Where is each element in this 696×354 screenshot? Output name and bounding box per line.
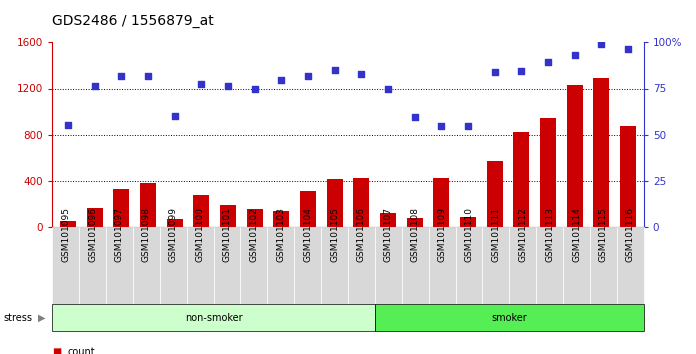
Point	[276, 78, 287, 83]
Text: non-smoker: non-smoker	[184, 313, 242, 323]
Text: count: count	[68, 347, 95, 354]
Bar	[247, 209, 262, 227]
Text: GSM101095: GSM101095	[61, 207, 70, 262]
Point	[489, 70, 500, 75]
Point	[329, 67, 340, 73]
Bar	[193, 195, 209, 227]
Bar	[460, 217, 476, 227]
Point	[249, 86, 260, 91]
Text: ▶: ▶	[38, 313, 45, 323]
Point	[223, 84, 234, 89]
Point	[303, 73, 314, 79]
Bar	[406, 218, 422, 227]
Text: GSM101103: GSM101103	[276, 207, 285, 262]
Text: GSM101115: GSM101115	[599, 207, 608, 262]
Text: GSM101109: GSM101109	[438, 207, 447, 262]
Text: GSM101101: GSM101101	[223, 207, 232, 262]
Bar	[326, 179, 342, 227]
Text: GSM101112: GSM101112	[519, 207, 528, 262]
Bar	[274, 211, 290, 227]
Text: GSM101099: GSM101099	[168, 207, 177, 262]
Bar	[593, 78, 609, 227]
Text: GSM101116: GSM101116	[626, 207, 635, 262]
Point	[196, 81, 207, 87]
Text: GSM101100: GSM101100	[196, 207, 205, 262]
Point	[462, 124, 473, 129]
Text: GSM101108: GSM101108	[411, 207, 420, 262]
Bar	[487, 161, 503, 227]
Text: GSM101096: GSM101096	[88, 207, 97, 262]
Text: GSM101102: GSM101102	[249, 207, 258, 262]
Bar	[513, 132, 529, 227]
Text: GSM101106: GSM101106	[357, 207, 366, 262]
Bar	[220, 205, 236, 227]
Bar	[113, 189, 129, 227]
Text: GSM101114: GSM101114	[572, 207, 581, 262]
Point	[409, 114, 420, 120]
Point	[63, 122, 74, 128]
Point	[143, 73, 154, 79]
Bar	[540, 118, 556, 227]
Point	[596, 41, 607, 46]
Bar	[620, 126, 636, 227]
Bar	[434, 178, 449, 227]
Text: GSM101098: GSM101098	[142, 207, 151, 262]
Point	[89, 84, 100, 89]
Point	[116, 73, 127, 79]
Bar	[60, 221, 76, 227]
Text: GSM101111: GSM101111	[491, 207, 500, 262]
Point	[436, 124, 447, 129]
Point	[516, 68, 527, 74]
Bar	[354, 178, 370, 227]
Text: GSM101110: GSM101110	[464, 207, 473, 262]
Text: GSM101097: GSM101097	[115, 207, 124, 262]
Text: GSM101105: GSM101105	[330, 207, 339, 262]
Bar	[140, 183, 156, 227]
Text: GSM101107: GSM101107	[383, 207, 393, 262]
Bar	[380, 213, 396, 227]
Point	[169, 113, 180, 119]
Text: GDS2486 / 1556879_at: GDS2486 / 1556879_at	[52, 14, 214, 28]
Text: GSM101104: GSM101104	[303, 207, 313, 262]
Text: stress: stress	[3, 313, 33, 323]
Text: smoker: smoker	[491, 313, 528, 323]
Bar	[87, 208, 103, 227]
Bar	[300, 191, 316, 227]
Point	[542, 59, 553, 65]
Point	[382, 86, 393, 91]
Point	[622, 47, 633, 52]
Text: ■: ■	[52, 347, 61, 354]
Point	[356, 71, 367, 76]
Bar	[167, 218, 183, 227]
Bar	[567, 85, 583, 227]
Text: GSM101113: GSM101113	[545, 207, 554, 262]
Point	[569, 52, 580, 58]
